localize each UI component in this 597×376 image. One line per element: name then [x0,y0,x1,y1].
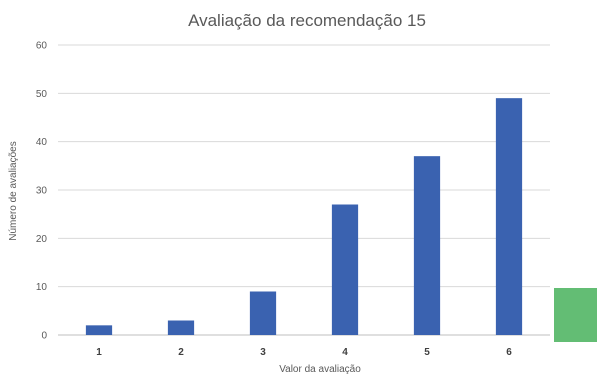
bar-6 [495,98,523,336]
bar-1 [85,325,113,335]
y-tick-label: 30 [36,186,48,197]
y-tick-label: 40 [36,137,48,148]
x-tick-label: 5 [424,347,430,358]
gridlines [58,44,550,336]
y-tick-labels: 0 10 20 30 40 50 60 [36,41,48,342]
bar-2 [167,320,195,335]
x-tick-label: 6 [506,347,512,358]
x-tick-label: 4 [342,347,348,358]
y-tick-label: 60 [36,41,48,52]
x-tick-label: 1 [96,347,102,358]
bar-5 [413,156,441,335]
x-tick-label: 3 [260,347,266,358]
y-tick-label: 50 [36,89,48,100]
x-axis-label: Valor da avaliação [279,364,361,375]
bar-3 [249,291,277,335]
bars [85,98,523,336]
x-tick-label: 2 [178,347,184,358]
chart-title: Avaliação da recomendação 15 [188,11,426,30]
y-tick-label: 0 [41,331,47,342]
x-tick-labels: 1 2 3 4 5 6 [96,347,512,358]
y-tick-label: 20 [36,234,48,245]
bar-4 [331,204,359,335]
y-axis-label: Número de avaliações [8,141,19,241]
green-overlay-box [554,288,597,342]
y-tick-label: 10 [36,282,48,293]
